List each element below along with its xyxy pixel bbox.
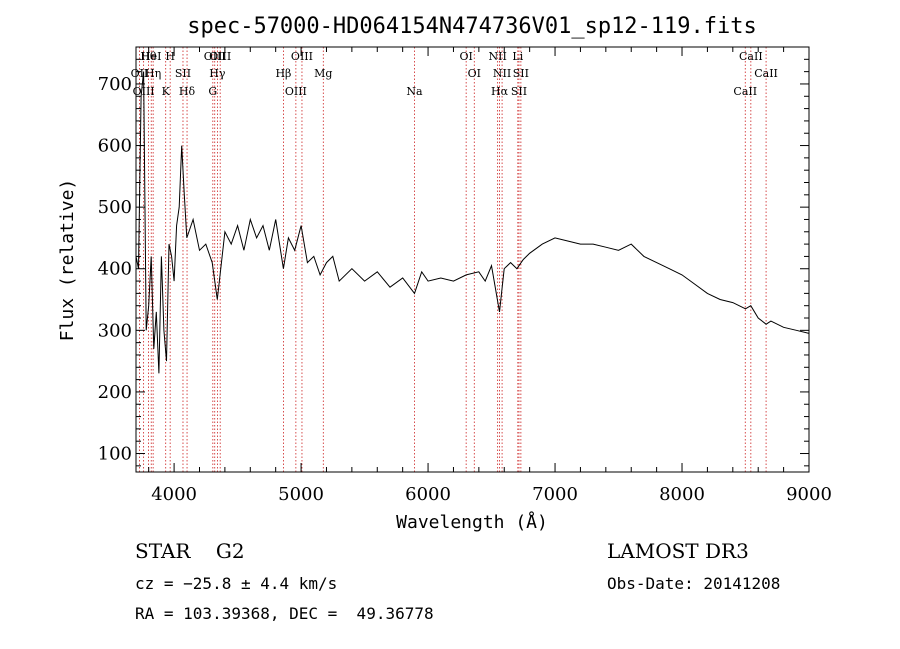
line-marker-label: Mg <box>314 67 332 80</box>
line-marker-label: SII <box>511 85 527 98</box>
line-marker-label: Li <box>512 50 523 63</box>
cz-value: cz = −25.8 ± 4.4 km/s <box>135 574 337 593</box>
y-tick-label: 200 <box>98 382 132 403</box>
x-tick-label: 6000 <box>405 484 451 505</box>
line-marker-label: OIII <box>291 50 313 63</box>
x-tick-label: 4000 <box>151 484 197 505</box>
chart-title: spec-57000-HD064154N474736V01_sp12-119.f… <box>187 14 757 39</box>
y-axis-ticks: 100 200 300 400 500 600 700 <box>98 58 809 467</box>
line-marker-label: Hγ <box>209 67 226 80</box>
line-marker-label: Hδ <box>179 85 196 98</box>
line-marker-label: H <box>165 50 175 63</box>
line-marker-label: CaII <box>754 67 778 80</box>
y-tick-label: 600 <box>98 136 132 157</box>
line-marker-labels: HθOIIOIIIHeIHηKHSIIHδOIIIHγGOIIIHβOIIIOI… <box>131 50 778 98</box>
line-marker-label: OI <box>459 50 472 63</box>
line-marker-label: NII <box>488 50 506 63</box>
x-tick-label: 9000 <box>786 484 832 505</box>
line-marker-label: OIII <box>209 50 231 63</box>
survey-name: LAMOST DR3 <box>607 539 749 563</box>
line-marker-label: Hη <box>145 67 161 80</box>
y-tick-label: 700 <box>98 74 132 95</box>
line-marker-label: NII <box>493 67 511 80</box>
line-marker-label: SII <box>513 67 529 80</box>
x-tick-label: 7000 <box>532 484 578 505</box>
line-marker-label: G <box>208 85 217 98</box>
line-marker-label: CaII <box>739 50 763 63</box>
y-tick-label: 500 <box>98 197 132 218</box>
line-marker-label: SII <box>175 67 191 80</box>
obs-date: Obs-Date: 20141208 <box>607 574 780 593</box>
line-marker-label: OIII <box>133 85 155 98</box>
y-tick-label: 400 <box>98 259 132 280</box>
ra-dec: RA = 103.39368, DEC = 49.36778 <box>135 604 434 623</box>
line-marker-label: CaII <box>733 85 757 98</box>
y-axis-label: Flux (relative) <box>57 179 78 342</box>
x-axis-label: Wavelength (Å) <box>396 511 548 533</box>
line-marker-label: Hβ <box>275 67 291 80</box>
line-marker-label: Na <box>406 85 423 98</box>
y-tick-label: 300 <box>98 320 132 341</box>
plot-frame <box>135 46 810 473</box>
line-marker-label: Hα <box>491 85 509 98</box>
line-marker-label: HeI <box>141 50 161 63</box>
line-marker-label: K <box>162 85 171 98</box>
x-axis-ticks: 4000 5000 6000 7000 8000 9000 <box>148 47 832 505</box>
spectrum-series <box>135 71 810 374</box>
line-marker-label: OI <box>468 67 481 80</box>
x-tick-label: 5000 <box>278 484 324 505</box>
y-tick-label: 100 <box>98 444 132 465</box>
x-tick-label: 8000 <box>659 484 705 505</box>
line-marker-label: OIII <box>204 50 226 63</box>
line-marker-label: Hθ <box>140 50 157 63</box>
line-marker-label: OIII <box>285 85 307 98</box>
line-markers <box>139 47 767 472</box>
line-marker-label: OII <box>131 67 149 80</box>
star-class: STAR G2 <box>135 539 245 563</box>
